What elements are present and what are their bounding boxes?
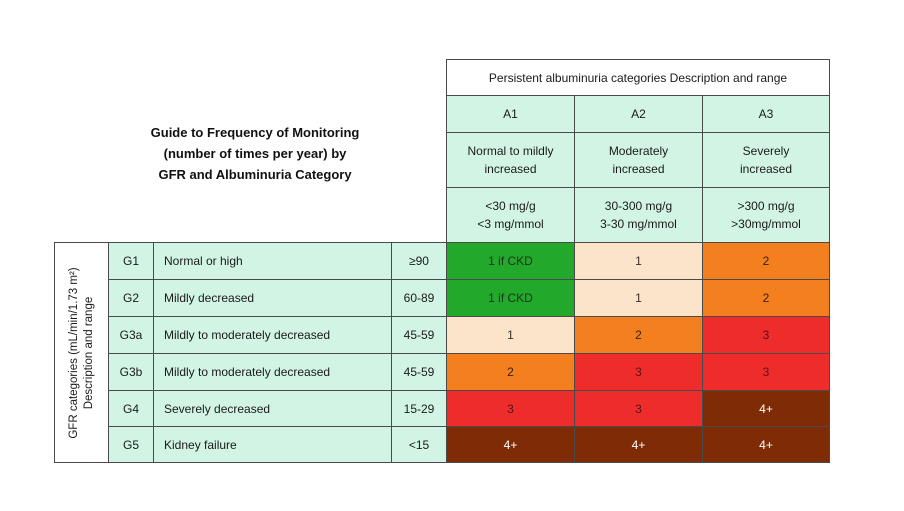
monitoring-frequency-cell: 2	[702, 279, 830, 317]
gfr-range: 45-59	[391, 353, 447, 391]
monitoring-frequency-cell: 3	[702, 316, 830, 354]
gfr-range: <15	[391, 426, 447, 463]
monitoring-frequency-cell: 4+	[446, 426, 575, 463]
gfr-code: G1	[108, 242, 154, 280]
column-code-a1: A1	[446, 95, 575, 133]
monitoring-frequency-cell: 1	[574, 279, 703, 317]
monitoring-frequency-cell: 3	[574, 353, 703, 391]
gfr-description: Mildly decreased	[153, 279, 392, 317]
column-range-a3: >300 mg/g >30mg/mmol	[702, 187, 830, 243]
range-line: 3-30 mg/mmol	[600, 217, 677, 231]
gfr-axis-label-line: GFR categories (mL/min/1.73 m²)	[67, 266, 80, 439]
table-title: Guide to Frequency of Monitoring (number…	[110, 122, 400, 185]
range-line: 30-300 mg/g	[604, 199, 673, 213]
column-range-a2: 30-300 mg/g 3-30 mg/mmol	[574, 187, 703, 243]
gfr-code: G4	[108, 390, 154, 428]
gfr-code: G3a	[108, 316, 154, 354]
column-range-a1: <30 mg/g <3 mg/mmol	[446, 187, 575, 243]
gfr-axis-label-line: Description and range	[82, 296, 95, 409]
monitoring-frequency-cell: 3	[702, 353, 830, 391]
monitoring-frequency-cell: 3	[446, 390, 575, 428]
monitoring-frequency-cell: 4+	[702, 426, 830, 463]
title-line: (number of times per year) by	[163, 146, 347, 161]
range-line: >30mg/mmol	[731, 217, 801, 231]
monitoring-frequency-cell: 2	[574, 316, 703, 354]
column-description-a1: Normal to mildly increased	[446, 132, 575, 188]
albuminuria-header: Persistent albuminuria categories Descri…	[446, 59, 830, 96]
column-description-a2: Moderately increased	[574, 132, 703, 188]
title-line: Guide to Frequency of Monitoring	[150, 125, 360, 140]
gfr-code: G5	[108, 426, 154, 463]
gfr-axis-label: GFR categories (mL/min/1.73 m²) Descript…	[54, 242, 109, 463]
monitoring-frequency-cell: 1	[446, 316, 575, 354]
gfr-description: Mildly to moderately decreased	[153, 353, 392, 391]
range-line: <3 mg/mmol	[477, 217, 544, 231]
monitoring-frequency-cell: 1	[574, 242, 703, 280]
column-code-a3: A3	[702, 95, 830, 133]
gfr-range: 15-29	[391, 390, 447, 428]
gfr-description: Severely decreased	[153, 390, 392, 428]
gfr-code: G3b	[108, 353, 154, 391]
gfr-range: ≥90	[391, 242, 447, 280]
monitoring-frequency-cell: 2	[446, 353, 575, 391]
column-code-a2: A2	[574, 95, 703, 133]
gfr-range: 45-59	[391, 316, 447, 354]
monitoring-frequency-cell: 3	[574, 390, 703, 428]
gfr-code: G2	[108, 279, 154, 317]
monitoring-frequency-cell: 1 if CKD	[446, 279, 575, 317]
gfr-description: Normal or high	[153, 242, 392, 280]
monitoring-frequency-cell: 1 if CKD	[446, 242, 575, 280]
monitoring-frequency-cell: 4+	[574, 426, 703, 463]
range-line: >300 mg/g	[737, 199, 795, 213]
monitoring-frequency-cell: 4+	[702, 390, 830, 428]
gfr-description: Mildly to moderately decreased	[153, 316, 392, 354]
column-description-a3: Severely increased	[702, 132, 830, 188]
gfr-range: 60-89	[391, 279, 447, 317]
range-line: <30 mg/g	[485, 199, 536, 213]
title-line: GFR and Albuminuria Category	[158, 167, 352, 182]
monitoring-frequency-cell: 2	[702, 242, 830, 280]
gfr-description: Kidney failure	[153, 426, 392, 463]
